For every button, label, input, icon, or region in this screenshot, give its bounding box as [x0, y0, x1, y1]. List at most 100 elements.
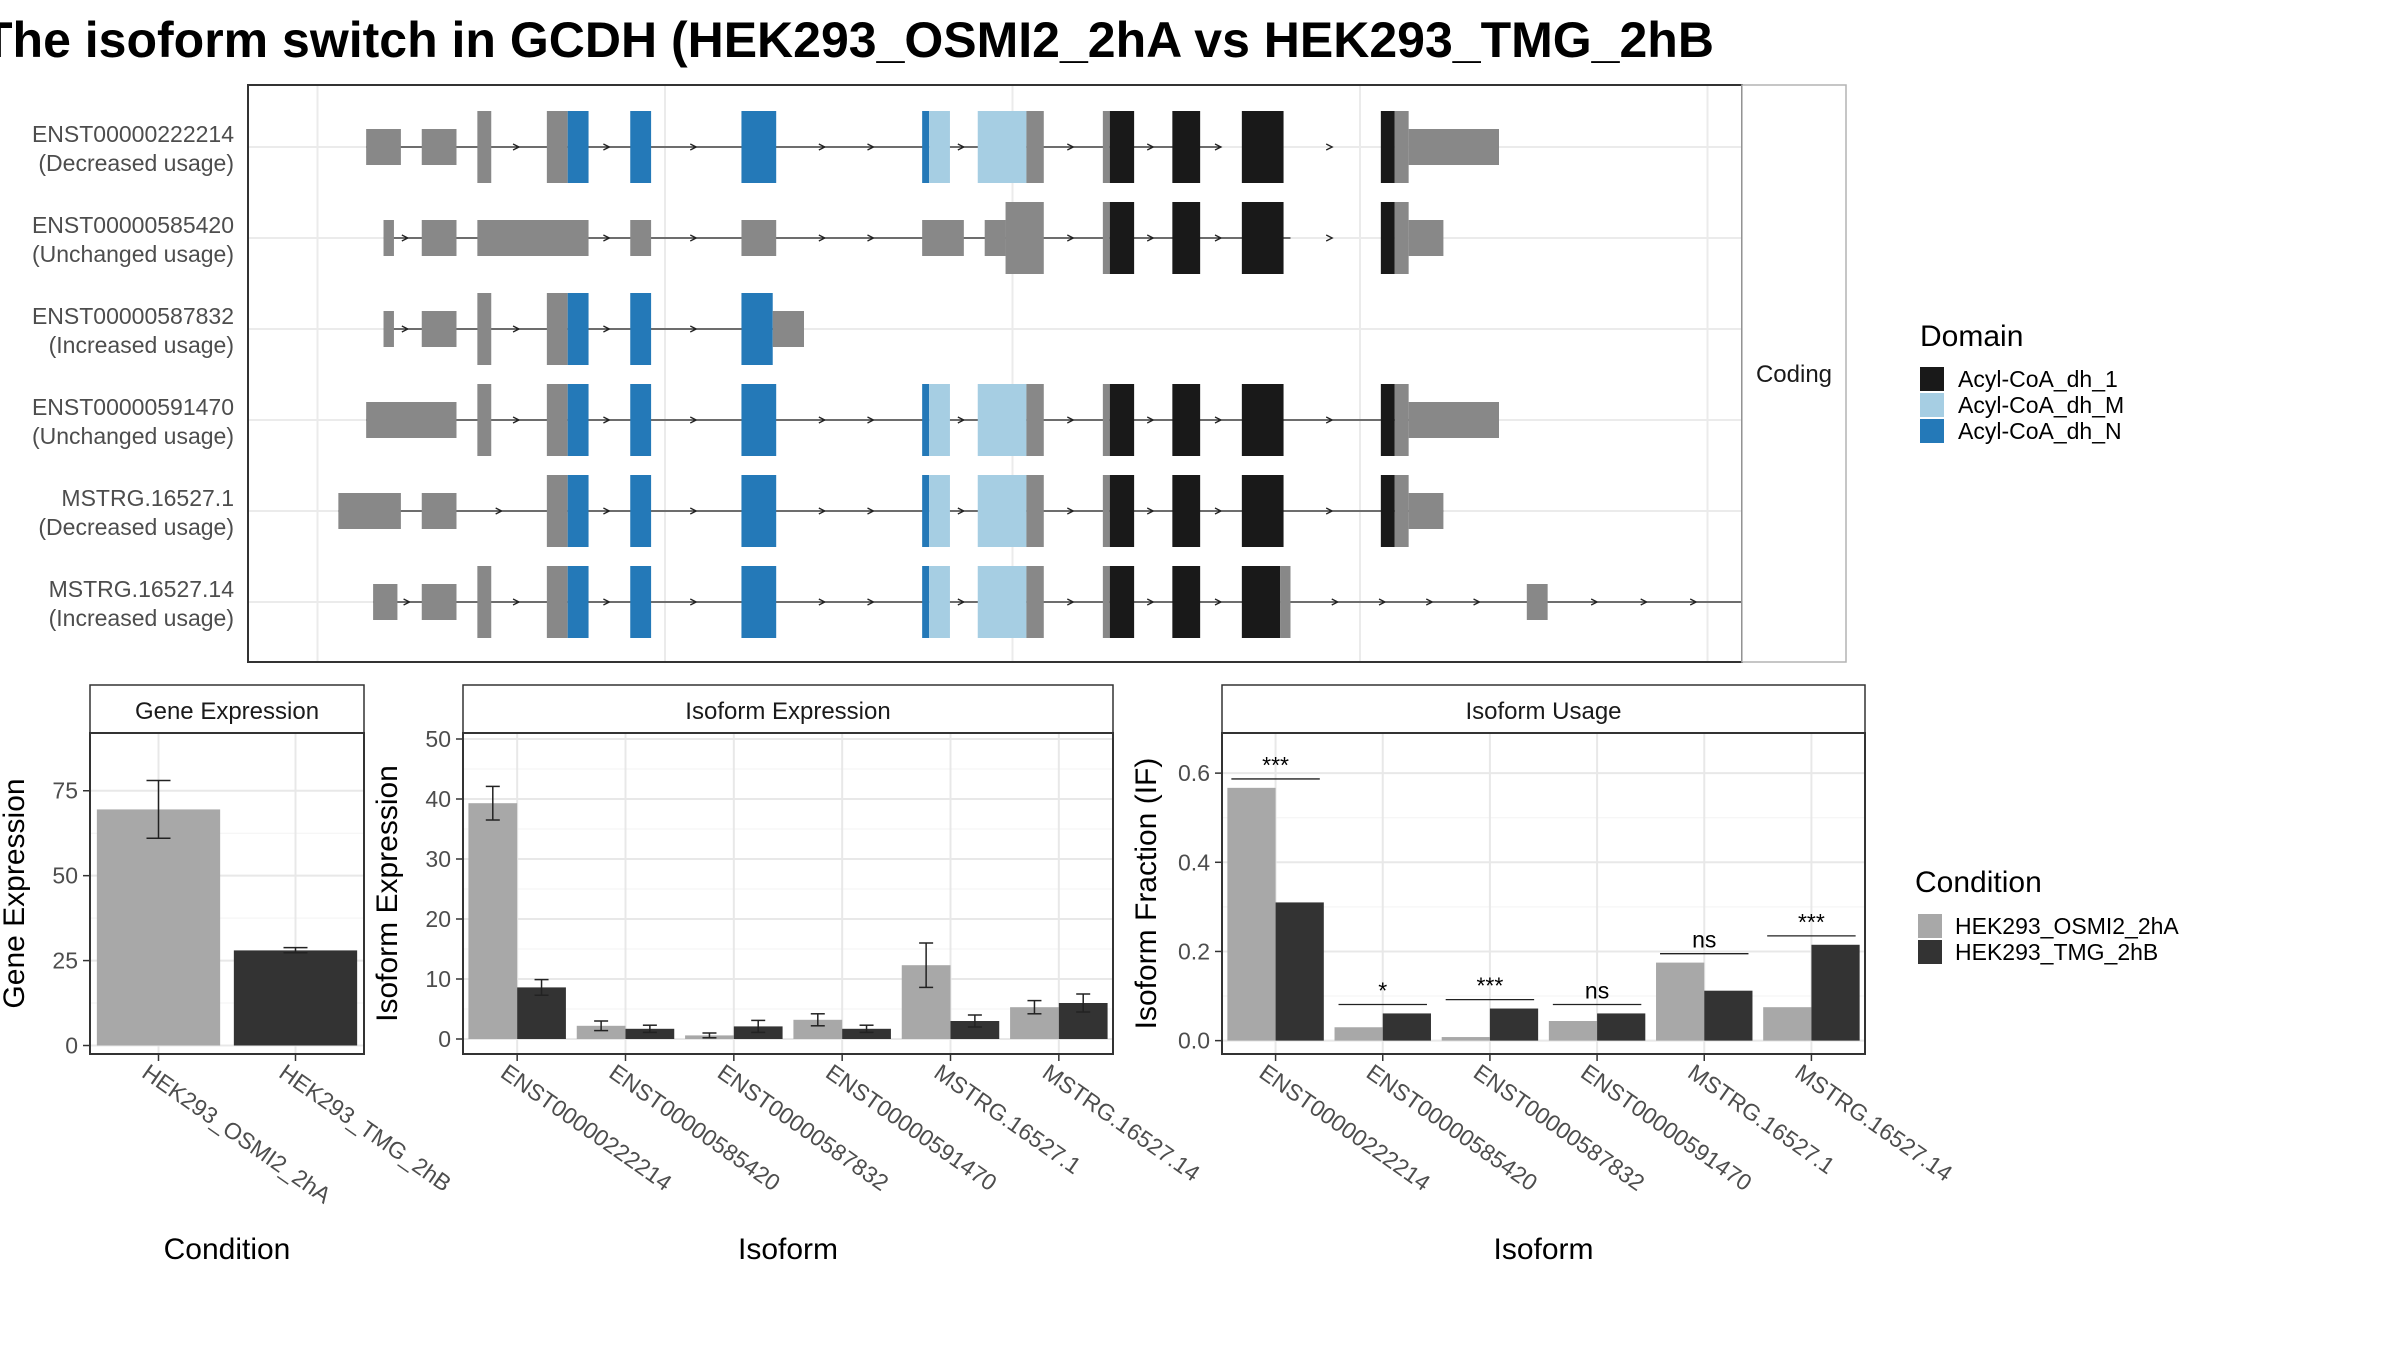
y-axis-title: Gene Expression — [0, 778, 31, 1008]
exon-block — [421, 584, 457, 620]
bar — [1763, 1007, 1812, 1041]
y-tick-label: 0 — [438, 1026, 451, 1052]
intron-arrow — [867, 234, 875, 242]
y-tick-label: 0.0 — [1178, 1028, 1210, 1054]
exon-block — [1102, 475, 1110, 547]
bar — [233, 950, 358, 1046]
exon-block — [1026, 384, 1044, 456]
bar — [1441, 1037, 1490, 1041]
bar — [1227, 787, 1276, 1041]
exon-block — [373, 584, 398, 620]
bar — [1489, 1008, 1539, 1041]
x-axis-title: Condition — [164, 1233, 291, 1266]
intron-arrow — [1146, 143, 1155, 151]
intron-arrow — [957, 416, 966, 424]
x-axis-title: Isoform — [738, 1233, 838, 1266]
y-tick-label: 50 — [52, 863, 78, 889]
exon-block — [1109, 111, 1135, 183]
exon-block — [1408, 402, 1499, 438]
exon-block — [1380, 111, 1395, 183]
panel-border — [462, 732, 1114, 1055]
transcript-name-label: MSTRG.16527.1 — [61, 485, 234, 511]
exon-block — [477, 384, 492, 456]
y-tick-label: 30 — [425, 846, 451, 872]
exon-block — [567, 475, 589, 547]
exon-block — [546, 293, 568, 365]
intron-arrow — [1331, 598, 1340, 606]
condition-legend-title: Condition — [1915, 866, 2042, 899]
y-tick-label: 0.6 — [1178, 760, 1210, 786]
intron-arrow — [1325, 416, 1334, 424]
exon-block — [1241, 475, 1284, 547]
exon-block — [421, 311, 457, 347]
exon-block — [1380, 202, 1395, 274]
exon-block — [977, 566, 1027, 638]
exon-block — [741, 220, 777, 256]
exon-block — [977, 111, 1027, 183]
exon-block — [1109, 566, 1135, 638]
y-tick-label: 50 — [425, 726, 451, 752]
intron-arrow — [957, 507, 966, 515]
exon-block — [630, 111, 652, 183]
exon-block — [1026, 475, 1044, 547]
intron-arrow — [603, 143, 611, 151]
transcript-usage-label: (Increased usage) — [49, 605, 234, 631]
exon-block — [338, 493, 401, 529]
intron-arrow — [512, 416, 521, 424]
intron-arrow — [689, 234, 698, 242]
panel-title: Gene Expression — [135, 698, 319, 725]
exon-block — [630, 220, 652, 256]
intron-arrow — [603, 598, 611, 606]
figure-title: The isoform switch in GCDH (HEK293_OSMI2… — [0, 12, 1714, 68]
y-tick-label: 40 — [425, 786, 451, 812]
transcript-usage-label: (Decreased usage) — [38, 514, 234, 540]
domain-legend-label: Acyl-CoA_dh_M — [1958, 392, 2124, 418]
bar — [1656, 962, 1705, 1041]
exon-block — [630, 475, 652, 547]
bar — [1704, 990, 1753, 1041]
transcript-rows — [338, 111, 1764, 638]
bar — [1597, 1013, 1646, 1041]
intron-arrow — [1325, 234, 1334, 242]
transcript-name-label: ENST00000222214 — [32, 121, 234, 147]
exon-block — [1408, 493, 1444, 529]
condition-legend-label: HEK293_OSMI2_2hA — [1955, 913, 2179, 939]
intron-arrow — [1214, 143, 1223, 151]
transcript-row — [383, 293, 804, 365]
y-tick-label: 20 — [425, 906, 451, 932]
transcript-row — [366, 111, 1499, 183]
exon-block — [922, 384, 930, 456]
intron-arrow — [1325, 143, 1334, 151]
exon-block — [477, 111, 492, 183]
intron-arrow — [818, 598, 827, 606]
bar — [96, 809, 221, 1046]
y-tick-label: 0.2 — [1178, 938, 1210, 964]
y-tick-label: 10 — [425, 966, 451, 992]
transcript-row — [338, 475, 1444, 547]
exon-block — [1102, 202, 1110, 274]
y-axis-title: Isoform Fraction (IF) — [1130, 758, 1163, 1030]
condition-legend-label: HEK293_TMG_2hB — [1955, 939, 2158, 965]
significance-label: ns — [1692, 927, 1716, 953]
exon-block — [1380, 475, 1395, 547]
transcript-name-label: ENST00000585420 — [32, 212, 234, 238]
intron-arrow — [867, 507, 875, 515]
exon-block — [984, 220, 1006, 256]
intron-arrow — [867, 598, 875, 606]
intron-arrow — [495, 507, 504, 515]
intron-arrow — [1067, 598, 1075, 606]
bar — [576, 1025, 626, 1039]
intron-arrow — [401, 325, 410, 333]
exon-block — [741, 475, 777, 547]
expression-charts: Gene Expression0255075HEK293_OSMI2_2hAHE… — [0, 684, 1957, 1266]
intron-arrow — [603, 507, 611, 515]
intron-arrow — [1067, 416, 1075, 424]
exon-block — [477, 220, 589, 256]
panel-title: Isoform Expression — [685, 698, 890, 725]
intron-arrow — [603, 234, 611, 242]
exon-block — [1026, 111, 1044, 183]
intron-arrow — [1640, 598, 1649, 606]
x-tick-label: ENST00000587832 — [1469, 1059, 1649, 1196]
